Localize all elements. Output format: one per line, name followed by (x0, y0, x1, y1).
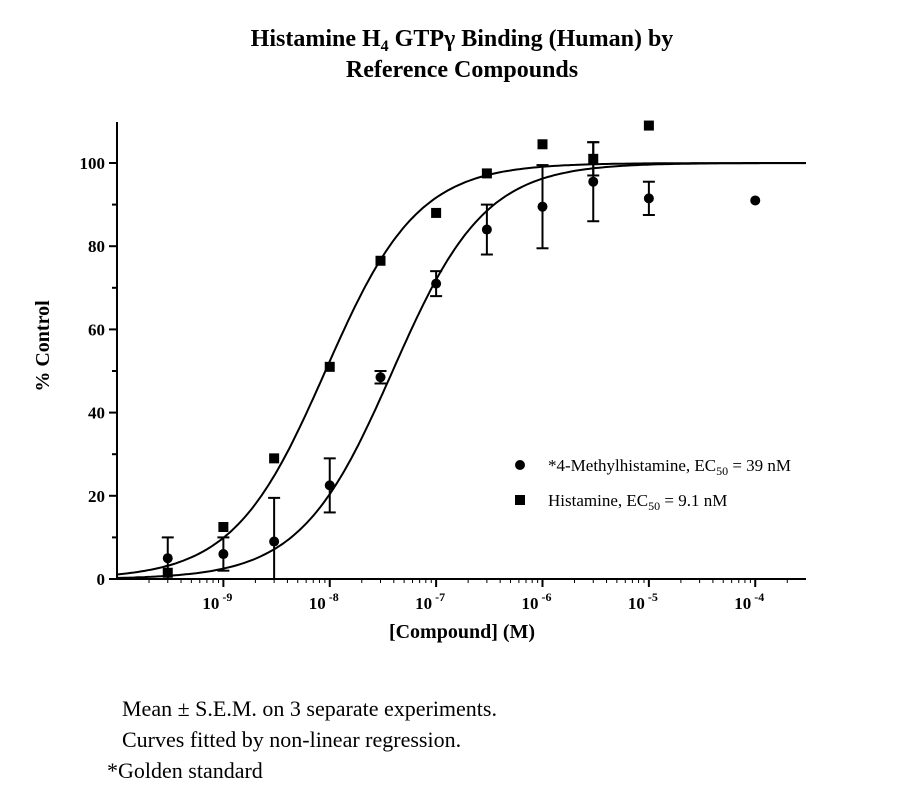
data-point-square (162, 567, 173, 578)
data-point-square (431, 207, 442, 218)
data-points (162, 120, 761, 578)
data-point-circle (162, 553, 173, 564)
data-point-square (375, 255, 386, 266)
chart-title-line2: Reference Compounds (346, 57, 578, 83)
y-tick-label: 0 (97, 570, 106, 589)
legend-label-histamine: Histamine, EC50 = 9.1 nM (548, 491, 727, 513)
chart-title-post: GTPγ Binding (Human) by (389, 26, 674, 52)
x-tick-label: 10 -9 (202, 590, 232, 613)
legend-2-sub: 50 (648, 499, 660, 513)
legend-label-methylhistamine: *4-Methylhistamine, EC50 = 39 nM (548, 456, 791, 478)
footnote-curves: Curves fitted by non-linear regression. (122, 727, 462, 752)
data-point-circle (218, 549, 229, 560)
data-point-circle (481, 224, 492, 235)
data-point-square (481, 168, 492, 179)
data-point-square (537, 139, 548, 150)
y-tick-label: 60 (88, 320, 105, 339)
legend-1-pre: *4-Methylhistamine, EC (548, 456, 716, 475)
chart-title-subscript: 4 (381, 38, 389, 55)
data-point-circle (588, 176, 599, 187)
chart-title-line1: Histamine H4 GTPγ Binding (Human) by (251, 26, 674, 55)
y-tick-label: 20 (88, 487, 105, 506)
y-tick-label: 100 (80, 154, 106, 173)
data-point-circle (537, 201, 548, 212)
x-tick-label: 10 -4 (734, 590, 764, 613)
fit-curves (116, 162, 806, 579)
x-tick-label: 10 -6 (521, 590, 551, 613)
y-axis-title: % Control (32, 300, 54, 392)
chart-title-pre: Histamine H (251, 26, 381, 52)
data-point-circle (431, 278, 442, 289)
error-bars (161, 141, 655, 579)
legend: *4-Methylhistamine, EC50 = 39 nM Histami… (515, 456, 791, 513)
footnote-mean-sem: Mean ± S.E.M. on 3 separate experiments. (122, 696, 497, 721)
y-ticks: 0 20 40 60 80 100 (80, 154, 117, 589)
y-tick-label: 80 (88, 237, 105, 256)
x-tick-label: 10 -7 (415, 590, 445, 613)
legend-marker-square (515, 495, 525, 505)
legend-2-post: = 9.1 nM (660, 491, 727, 510)
legend-1-sub: 50 (716, 464, 728, 478)
legend-marker-circle (515, 460, 525, 470)
data-point-circle (269, 536, 280, 547)
footnote-golden-standard: *Golden standard (107, 758, 263, 783)
data-point-square (643, 120, 654, 131)
data-point-square (269, 453, 280, 464)
data-point-circle (324, 480, 335, 491)
x-ticks: 10 -9 10 -8 10 -7 10 -6 10 -5 10 -4 (148, 579, 788, 613)
chart-svg: Histamine H4 GTPγ Binding (Human) by Ref… (32, 26, 806, 643)
data-point-circle (750, 195, 761, 206)
y-tick-label: 40 (88, 404, 105, 423)
legend-1-post: = 39 nM (728, 456, 791, 475)
legend-2-pre: Histamine, EC (548, 491, 648, 510)
data-point-square (218, 522, 229, 532)
x-tick-label: 10 -5 (628, 590, 658, 613)
fit-curve-0 (117, 162, 806, 579)
x-tick-label: 10 -8 (309, 590, 339, 613)
data-point-square (324, 361, 335, 372)
x-axis-title: [Compound] (M) (389, 621, 535, 643)
fit-curve-1 (116, 162, 806, 576)
data-point-circle (643, 193, 654, 204)
data-point-square (588, 153, 599, 164)
data-point-circle (375, 372, 386, 383)
